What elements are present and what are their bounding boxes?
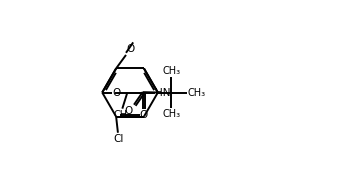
Text: Cl: Cl	[113, 134, 124, 144]
Text: CH₃: CH₃	[113, 110, 132, 120]
Text: CH₃: CH₃	[187, 88, 205, 97]
Text: HN: HN	[155, 88, 171, 97]
Text: O: O	[126, 44, 135, 54]
Text: O: O	[125, 106, 133, 116]
Text: CH₃: CH₃	[162, 109, 180, 119]
Text: O: O	[113, 88, 121, 97]
Text: O: O	[140, 110, 148, 120]
Text: CH₃: CH₃	[162, 66, 180, 76]
